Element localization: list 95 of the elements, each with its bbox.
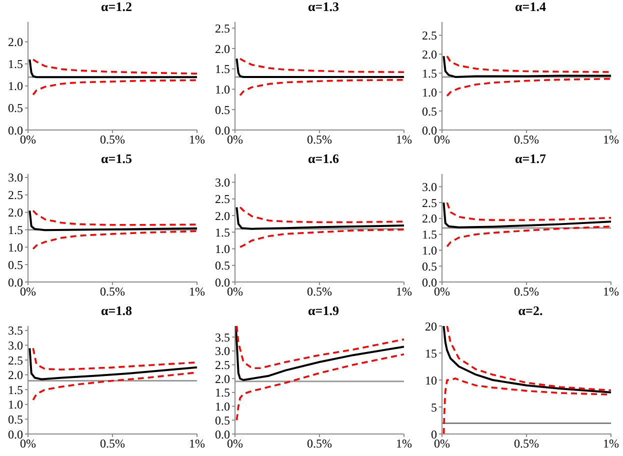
chart-title: α=1.8 [100, 303, 133, 318]
x-tick-label: 0.5% [307, 284, 332, 299]
chart-title: α=1.4 [514, 0, 547, 14]
y-tick-label: 0.5 [215, 413, 230, 428]
y-tick-label: 2.5 [422, 28, 437, 43]
x-tick-label: 0.5% [100, 436, 125, 451]
x-tick-label: 0% [20, 284, 36, 299]
y-tick-label: 0.0 [8, 427, 23, 442]
y-tick-label: 1.0 [215, 400, 230, 414]
y-tick-label: 20 [425, 319, 437, 334]
y-tick-label: 0.5 [422, 259, 437, 274]
y-tick-label: 0.0 [215, 275, 230, 290]
x-tick-label: 0% [227, 284, 243, 299]
y-tick-label: 2.0 [215, 42, 230, 56]
y-tick-label: 1.0 [422, 243, 437, 258]
chart-title: α=1.9 [307, 303, 340, 318]
y-tick-label: 1.5 [422, 228, 437, 242]
x-tick-label: 1% [603, 132, 619, 147]
y-tick-label: 3.0 [215, 344, 230, 358]
x-tick-label: 0.5% [100, 132, 125, 147]
y-tick-label: 3.0 [215, 176, 230, 190]
chart-title: α=1.3 [307, 0, 340, 14]
x-tick-label: 0.5% [307, 436, 332, 451]
x-tick-label: 0% [434, 284, 450, 299]
y-tick-label: 0.0 [215, 427, 230, 442]
x-tick-label: 1% [189, 436, 205, 451]
y-tick-label: 3.5 [215, 330, 230, 344]
x-tick-label: 0.5% [514, 284, 539, 299]
chart-title: α=1.6 [307, 151, 340, 166]
x-tick-label: 0.5% [100, 284, 125, 299]
y-tick-label: 3.0 [8, 170, 23, 185]
x-tick-label: 1% [603, 436, 619, 451]
y-tick-label: 2.5 [215, 21, 230, 36]
y-tick-label: 1.5 [215, 225, 230, 240]
y-tick-label: 1.5 [422, 66, 437, 80]
y-tick-label: 1.0 [8, 398, 23, 412]
y-tick-label: 0.0 [8, 275, 23, 290]
x-tick-label: 1% [189, 132, 205, 147]
x-tick-label: 1% [396, 132, 412, 147]
y-tick-label: 1.0 [422, 85, 437, 100]
x-tick-label: 0% [20, 132, 36, 147]
y-tick-label: 15 [425, 346, 437, 360]
y-tick-label: 1.5 [8, 223, 23, 237]
y-tick-label: 1.5 [215, 62, 230, 76]
y-tick-label: 5 [431, 400, 437, 414]
y-tick-label: 2.0 [8, 35, 23, 50]
y-tick-label: 2.0 [422, 212, 437, 226]
chart-title: α=1.2 [100, 0, 133, 14]
x-tick-label: 1% [396, 436, 412, 451]
y-tick-label: 2.5 [215, 192, 230, 206]
y-tick-label: 2.0 [8, 206, 23, 220]
y-tick-label: 1.5 [215, 386, 230, 400]
y-tick-label: 2.5 [422, 196, 437, 210]
chart-title: α=1.7 [514, 151, 547, 166]
y-tick-label: 1.5 [8, 57, 23, 72]
chart-title: α=1.5 [100, 151, 133, 166]
y-tick-label: 2.0 [422, 47, 437, 62]
x-tick-label: 1% [396, 284, 412, 299]
y-tick-label: 1.0 [8, 240, 23, 254]
y-tick-label: 2.5 [8, 188, 23, 202]
y-tick-label: 1.0 [215, 242, 230, 256]
x-tick-label: 0.5% [514, 436, 539, 451]
x-tick-label: 0.5% [514, 132, 539, 147]
y-tick-label: 0.5 [422, 104, 437, 118]
x-tick-label: 0% [20, 436, 36, 451]
y-tick-label: 3.5 [8, 324, 23, 338]
y-tick-label: 2.0 [215, 372, 230, 386]
chart-title: α=2. [517, 303, 544, 318]
y-tick-label: 0.5 [8, 412, 23, 426]
y-tick-label: 2.0 [215, 208, 230, 223]
y-tick-label: 3.0 [8, 338, 23, 352]
y-tick-label: 0.5 [8, 258, 23, 272]
y-tick-label: 2.0 [8, 368, 23, 382]
x-tick-label: 0% [227, 132, 243, 147]
x-tick-label: 0.5% [307, 132, 332, 147]
y-tick-label: 0 [431, 427, 437, 442]
y-tick-label: 2.5 [215, 358, 230, 372]
x-tick-label: 0% [434, 436, 450, 451]
y-tick-label: 0.5 [215, 102, 230, 117]
y-tick-label: 10 [425, 373, 437, 388]
y-tick-label: 0.0 [422, 123, 437, 138]
y-tick-label: 0.0 [422, 275, 437, 290]
y-tick-label: 1.5 [8, 382, 23, 397]
y-tick-label: 2.5 [8, 353, 23, 368]
x-tick-label: 0% [227, 436, 243, 451]
y-tick-label: 1.0 [215, 82, 230, 97]
x-tick-label: 1% [189, 284, 205, 299]
y-tick-label: 3.0 [422, 180, 437, 194]
y-tick-label: 0.0 [215, 123, 230, 138]
x-tick-label: 0% [434, 132, 450, 147]
y-tick-label: 0.5 [215, 258, 230, 273]
x-tick-label: 1% [603, 284, 619, 299]
y-tick-label: 0.5 [8, 101, 23, 116]
y-tick-label: 1.0 [8, 79, 23, 94]
y-tick-label: 0.0 [8, 123, 23, 138]
